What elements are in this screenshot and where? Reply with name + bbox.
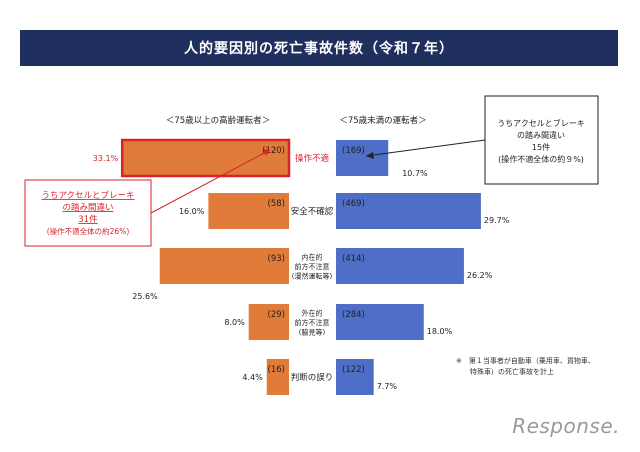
right-series-header: ＜75歳未満の運転者＞ — [339, 115, 426, 126]
footnote-text: ※ 第１当事者が自動車（乗用車、貨物車、 — [456, 356, 595, 365]
left-series-header: ＜75歳以上の高齢運転者＞ — [166, 115, 270, 126]
category-label: 外在的 — [302, 309, 323, 318]
category-label: 判断の誤り — [291, 372, 334, 383]
left-bar-value-label: (16) — [268, 365, 285, 375]
right-bar-value-label: (122) — [342, 365, 365, 375]
left-percent-label: 33.1% — [93, 154, 119, 163]
right-bar — [336, 248, 464, 284]
left-bar-value-label: (93) — [268, 254, 285, 264]
left-bar — [248, 304, 289, 340]
left-annotation-box — [24, 179, 152, 247]
left-bar-value-label: (29) — [268, 310, 285, 320]
left-bar — [120, 138, 291, 178]
left-annotation-text: 31件 — [78, 214, 98, 225]
left-annotation-text: うちアクセルとブレーキ — [41, 190, 134, 201]
right-bar-value-label: (284) — [342, 310, 365, 320]
right-annotation-arrow — [365, 139, 486, 157]
right-bar — [336, 304, 424, 340]
left-bar-value-label: (58) — [268, 199, 285, 209]
response-logo: Response. — [512, 414, 620, 438]
category-label: 内在的 — [302, 253, 323, 262]
right-bar — [336, 193, 481, 229]
right-annotation-box — [484, 95, 599, 185]
left-percent-label: 16.0% — [179, 207, 205, 216]
category-label: 安全不確認 — [291, 206, 334, 217]
category-label: (脇見等) — [299, 328, 326, 337]
left-percent-label: 25.6% — [132, 292, 158, 301]
right-bar-value-label: (169) — [342, 146, 365, 156]
right-annotation-text: 15件 — [532, 142, 550, 152]
left-bar — [208, 193, 289, 229]
right-percent-label: 29.7% — [484, 216, 510, 225]
right-annotation-text: の踏み間違い — [517, 130, 565, 140]
right-bar — [336, 140, 389, 176]
right-bar-value-label: (414) — [342, 254, 365, 264]
left-annotation-arrowhead — [263, 149, 270, 156]
right-annotation-arrowhead — [366, 152, 374, 159]
left-annotation-arrow — [150, 149, 271, 214]
category-label: 前方不注意 — [295, 318, 330, 327]
left-percent-label: 4.4% — [242, 373, 263, 382]
right-percent-label: 26.2% — [467, 271, 493, 280]
right-bar — [336, 359, 374, 395]
chart-title: 人的要因別の死亡事故件数（令和７年） — [20, 30, 618, 66]
left-bar — [159, 248, 289, 284]
right-percent-label: 18.0% — [427, 327, 453, 336]
right-annotation-text: うちアクセルとブレーキ — [497, 118, 585, 128]
left-annotation-text: (操作不適全体の約26%) — [47, 226, 130, 236]
footnote-text: 特殊車）の死亡事故を計上 — [470, 367, 554, 376]
left-percent-label: 8.0% — [224, 318, 245, 327]
right-percent-label: 7.7% — [377, 382, 398, 391]
left-bar — [266, 359, 289, 395]
right-percent-label: 10.7% — [402, 169, 428, 178]
left-annotation-text: の踏み間違い — [62, 202, 113, 213]
category-label: 操作不適 — [295, 153, 330, 164]
category-label: 前方不注意 — [295, 262, 330, 271]
right-annotation-text: (操作不適全体の約９%) — [498, 154, 584, 164]
left-bar-value-label: (120) — [262, 146, 285, 156]
right-bar-value-label: (469) — [342, 199, 365, 209]
category-label: (漫然運転等) — [292, 272, 333, 281]
